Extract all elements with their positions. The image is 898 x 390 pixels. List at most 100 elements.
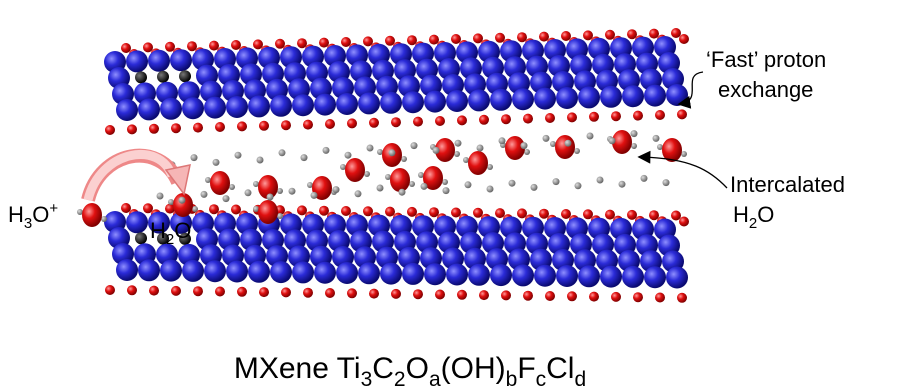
oxygen-atom: [677, 293, 687, 303]
oxygen-atom: [341, 206, 351, 216]
proton: [587, 133, 594, 140]
oxygen-atom: [655, 293, 665, 303]
oxygen-atom: [589, 112, 599, 122]
titanium-atom: [556, 87, 578, 109]
hydrogen-atom: [229, 184, 235, 190]
oxygen-atom: [121, 43, 131, 53]
proton: [631, 130, 638, 137]
oxygen-atom: [391, 289, 401, 299]
oxygen-atom: [149, 286, 159, 296]
oxygen-atom: [479, 290, 489, 300]
oxygen-atom: [149, 124, 159, 134]
titanium-atom: [170, 49, 192, 71]
oxygen-atom: [215, 287, 225, 297]
oxygen-atom: [209, 41, 219, 51]
oxygen-atom: [259, 287, 269, 297]
oxygen-atom: [259, 121, 269, 131]
hydrogen-atom: [487, 164, 493, 170]
water-oxygen: [82, 203, 102, 227]
proton: [619, 181, 626, 188]
titanium-atom: [644, 266, 666, 288]
oxygen-atom: [539, 209, 549, 219]
oxygen-atom: [517, 208, 527, 218]
proton: [179, 197, 186, 204]
text-part: H: [733, 202, 749, 227]
oxygen-atom: [473, 33, 483, 43]
titanium-atom: [446, 264, 468, 286]
intercalated-water: H2O: [733, 202, 774, 232]
oxygen-atom: [325, 119, 335, 129]
water-oxygen: [555, 135, 575, 159]
proton: [543, 135, 550, 142]
carbon-atom: [135, 71, 147, 83]
titanium-atom: [600, 86, 622, 108]
titanium-atom: [578, 86, 600, 108]
proton: [455, 140, 462, 147]
titanium-atom: [424, 263, 446, 285]
proton: [521, 142, 528, 149]
oxygen-atom: [127, 124, 137, 134]
titanium-atom: [126, 211, 148, 233]
water-oxygen: [173, 193, 193, 217]
titanium-atom: [534, 265, 556, 287]
oxygen-atom: [679, 34, 689, 44]
oxygen-atom: [429, 207, 439, 217]
text-part: C: [372, 352, 394, 385]
oxygen-atom: [171, 123, 181, 133]
text-part: 2: [166, 231, 174, 248]
titanium-atom: [600, 266, 622, 288]
oxygen-atom: [297, 205, 307, 215]
oxygen-atom: [303, 288, 313, 298]
titanium-atom: [292, 261, 314, 283]
oxygen-atom: [105, 125, 115, 135]
oxygen-atom: [435, 290, 445, 300]
proton: [201, 191, 208, 198]
oxygen-atom: [589, 292, 599, 302]
hydronium-label: H3O+: [8, 200, 58, 232]
proton: [323, 147, 330, 154]
proton: [421, 183, 428, 190]
titanium-atom: [314, 262, 336, 284]
titanium-atom: [270, 261, 292, 283]
titanium-atom: [666, 267, 688, 289]
oxygen-atom: [407, 35, 417, 45]
proton: [235, 152, 242, 159]
oxygen-atom: [611, 111, 621, 121]
oxygen-atom: [457, 115, 467, 125]
oxygen-atom: [193, 286, 203, 296]
text-part: F: [517, 352, 535, 385]
oxygen-atom: [567, 291, 577, 301]
hydrogen-atom: [454, 151, 460, 157]
oxygen-atom: [231, 40, 241, 50]
oxygen-atom: [275, 39, 285, 49]
oxygen-atom: [281, 287, 291, 297]
text-part: O: [757, 202, 774, 227]
hydrogen-atom: [524, 149, 530, 155]
proton: [367, 145, 374, 152]
proton: [609, 137, 616, 144]
oxygen-atom: [105, 285, 115, 295]
text-part: O: [406, 352, 429, 385]
exchange-label-2: exchange: [718, 77, 813, 102]
oxygen-atom: [407, 207, 417, 217]
oxygen-atom: [655, 110, 665, 120]
titanium-atom: [126, 50, 148, 72]
oxygen-atom: [319, 38, 329, 48]
text-part: O: [32, 202, 49, 227]
titanium-atom: [314, 94, 336, 116]
water-oxygen: [258, 200, 278, 224]
titanium-atom: [138, 98, 160, 120]
oxygen-atom: [281, 120, 291, 130]
diagram: ‘Fast’ proton exchange Intercalated H2O …: [0, 0, 898, 390]
titanium-atom: [380, 263, 402, 285]
text-part: d: [574, 368, 586, 390]
water-oxygen: [345, 158, 365, 182]
titanium-atom: [446, 90, 468, 112]
titanium-atom: [116, 259, 138, 281]
text-part: Cl: [546, 352, 574, 385]
oxygen-atom: [627, 29, 637, 39]
proton: [597, 177, 604, 184]
oxygen-atom: [363, 36, 373, 46]
oxygen-atom: [385, 207, 395, 217]
proton: [267, 194, 274, 201]
